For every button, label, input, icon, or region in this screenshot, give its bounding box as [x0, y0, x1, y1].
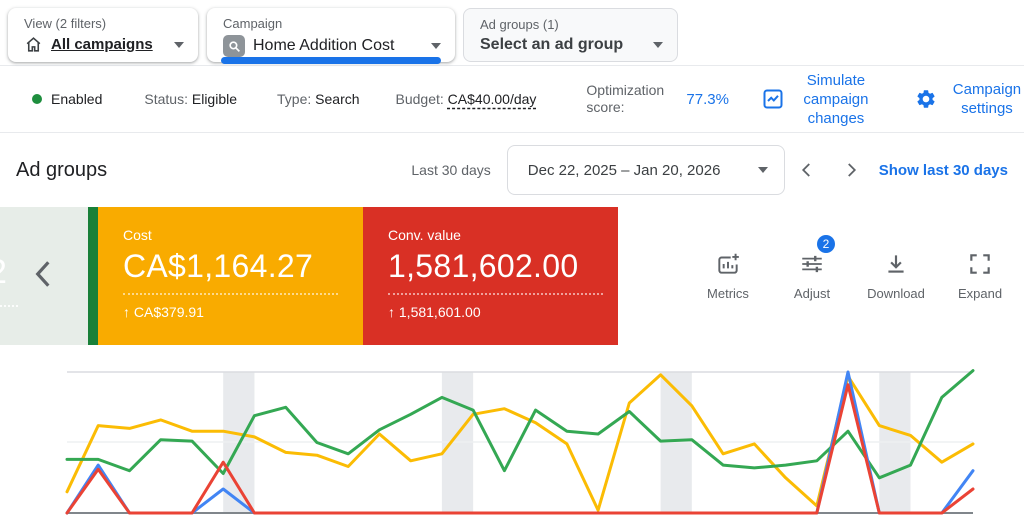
cost-scorecard[interactable]: Cost CA$1,164.27 ↑ CA$379.91 — [98, 207, 363, 345]
cost-delta: ↑ CA$379.91 — [123, 304, 204, 320]
expand-icon — [970, 254, 990, 274]
conv-value-label: Conv. value — [388, 227, 461, 243]
simulate-campaign-changes-button[interactable]: Simulate campaign changes — [761, 71, 877, 128]
conv-value-scorecard[interactable]: Conv. value 1,581,602.00 ↑ 1,581,601.00 — [363, 207, 618, 345]
view-selector[interactable]: View (2 filters) All campaigns — [8, 8, 198, 62]
ad-group-selector-value: Select an ad group — [480, 36, 624, 53]
carousel-previous-button[interactable] — [30, 257, 56, 296]
next-period-button[interactable] — [829, 148, 873, 192]
optimization-score[interactable]: Optimization score: 77.3% — [586, 82, 729, 116]
page-title: Ad groups — [16, 158, 108, 181]
simulate-icon — [763, 89, 783, 109]
chart-toolbar: Metrics 2 Adjust Download Expand — [618, 207, 1024, 345]
budget-value: CA$40.00/day — [447, 91, 537, 107]
chevron-left-icon — [801, 163, 810, 177]
gear-icon — [917, 90, 935, 108]
expand-button[interactable]: Expand — [948, 221, 1012, 331]
type-value: Search — [315, 91, 360, 107]
budget-label: Budget: — [395, 91, 444, 107]
campaign-selector[interactable]: Campaign Home Addition Cost — [207, 8, 455, 64]
campaign-type: Type: Search — [277, 91, 360, 107]
type-label: Type: — [277, 91, 312, 107]
active-tab-indicator — [221, 57, 441, 64]
cost-label: Cost — [123, 227, 152, 243]
metrics-icon — [718, 253, 739, 274]
previous-card-divider — [0, 305, 18, 307]
adjust-button[interactable]: 2 Adjust — [780, 221, 844, 331]
conv-value-divider — [388, 293, 603, 295]
chevron-down-icon — [174, 41, 184, 48]
enabled-status[interactable]: Enabled — [32, 91, 102, 107]
view-selector-value: All campaigns — [51, 36, 153, 53]
download-label: Download — [867, 286, 925, 301]
show-last-30-days-link[interactable]: Show last 30 days — [878, 161, 1008, 179]
optimization-score-value: 77.3% — [686, 90, 729, 108]
conv-value-value: 1,581,602.00 — [388, 248, 579, 284]
performance-chart — [0, 345, 1024, 532]
view-selector-label: View (2 filters) — [24, 16, 107, 31]
carousel-previous-panel[interactable]: 2 — [0, 207, 88, 345]
ad-group-selector-label: Ad groups (1) — [480, 17, 559, 32]
conv-value-delta: ↑ 1,581,601.00 — [388, 304, 481, 320]
cost-divider — [123, 293, 338, 295]
metrics-label: Metrics — [707, 286, 749, 301]
optimization-score-label: Optimization score: — [586, 82, 665, 115]
budget[interactable]: Budget: CA$40.00/day — [396, 91, 537, 107]
enabled-label: Enabled — [51, 91, 103, 107]
selector-row: View (2 filters) All campaigns Campaign … — [0, 0, 1024, 66]
download-icon — [888, 255, 904, 273]
previous-period-button[interactable] — [785, 148, 829, 192]
simulate-label: Simulate campaign changes — [803, 71, 869, 127]
enabled-dot-icon — [32, 94, 42, 104]
chevron-down-icon — [653, 42, 663, 48]
ad-groups-header: Ad groups Last 30 days Dec 22, 2025 – Ja… — [0, 133, 1024, 207]
line-chart — [65, 369, 975, 515]
adjust-badge: 2 — [817, 235, 835, 253]
campaign-settings-label: Campaign settings — [952, 81, 1022, 117]
download-button[interactable]: Download — [864, 221, 928, 331]
serving-status: Status: Eligible — [144, 91, 237, 107]
chevron-left-icon — [35, 261, 50, 287]
cost-value: CA$1,164.27 — [123, 248, 314, 284]
chevron-right-icon — [847, 163, 856, 177]
scorecard-carousel: 2 Cost CA$1,164.27 ↑ CA$379.91 Conv. val… — [0, 207, 1024, 345]
search-icon — [223, 35, 245, 57]
chevron-down-icon — [431, 43, 441, 49]
campaign-settings-button[interactable]: Campaign settings — [915, 80, 1024, 118]
status-value: Eligible — [191, 91, 238, 107]
expand-label: Expand — [957, 286, 1003, 301]
metrics-button[interactable]: Metrics — [696, 221, 760, 331]
date-range-label: Last 30 days — [411, 162, 491, 178]
adjust-label: Adjust — [793, 286, 831, 301]
adjust-sliders-icon — [802, 255, 822, 273]
status-label: Status: — [144, 91, 188, 107]
campaign-status-bar: Enabled Status: Eligible Type: Search Bu… — [0, 66, 1024, 133]
campaign-selector-label: Campaign — [223, 16, 283, 31]
home-icon — [24, 35, 43, 54]
ad-group-selector[interactable]: Ad groups (1) Select an ad group — [463, 8, 678, 62]
campaign-selector-value: Home Addition Cost — [253, 37, 395, 54]
previous-card-partial-value: 2 — [0, 253, 7, 292]
chevron-down-icon — [757, 167, 768, 173]
adjacent-card-edge[interactable] — [88, 207, 98, 345]
date-range-value: Dec 22, 2025 – Jan 20, 2026 — [527, 161, 721, 179]
date-range-picker[interactable]: Dec 22, 2025 – Jan 20, 2026 — [506, 145, 785, 195]
